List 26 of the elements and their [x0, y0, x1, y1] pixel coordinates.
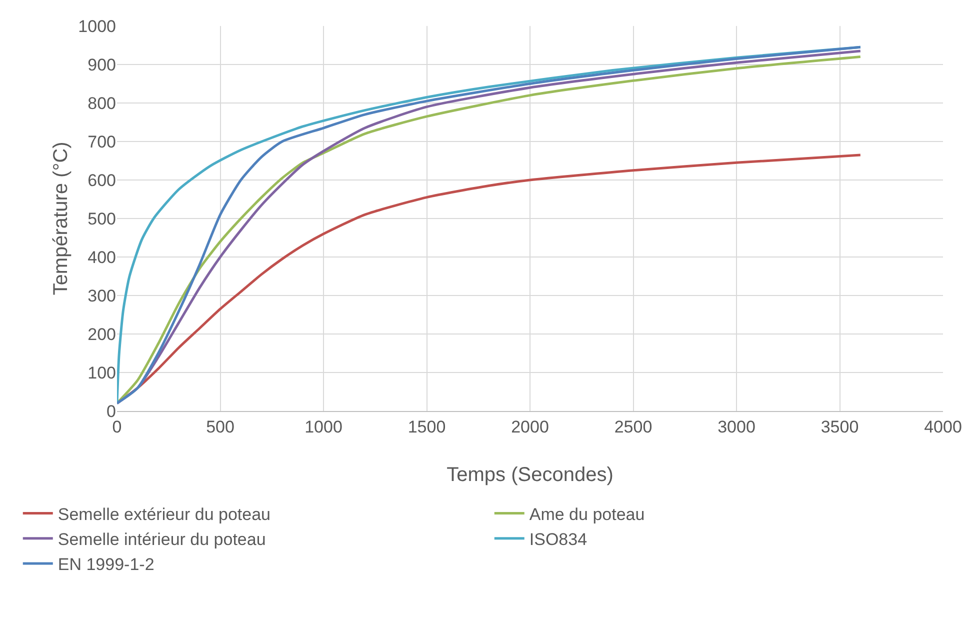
y-tick-label: 600	[88, 170, 116, 190]
y-tick-label: 900	[88, 55, 116, 74]
x-axis-title: Temps (Secondes)	[446, 464, 614, 486]
x-tick-label: 2000	[511, 417, 549, 436]
y-tick-label: 1000	[78, 16, 116, 36]
y-tick-label: 0	[106, 402, 116, 421]
x-tick-label: 2500	[614, 417, 652, 436]
legend-label: EN 1999-1-2	[58, 555, 154, 574]
x-tick-label: 4000	[924, 417, 962, 436]
x-tick-label: 3000	[718, 417, 756, 436]
legend-label: Semelle extérieur du poteau	[58, 504, 271, 524]
y-axis-title: Température (°C)	[50, 142, 72, 296]
legend-label: Ame du poteau	[529, 504, 645, 524]
legend-label: Semelle intérieur du poteau	[58, 530, 266, 549]
y-tick-label: 700	[88, 132, 116, 152]
legend-label: ISO834	[529, 530, 588, 549]
y-tick-label: 300	[88, 286, 116, 306]
x-tick-label: 1500	[408, 417, 446, 436]
x-tick-label: 500	[206, 417, 234, 436]
x-tick-label: 3500	[820, 417, 859, 436]
y-tick-label: 800	[88, 94, 116, 113]
x-tick-label: 1000	[304, 417, 342, 436]
y-tick-label: 400	[88, 248, 116, 267]
y-tick-label: 200	[88, 324, 116, 344]
y-tick-label: 500	[88, 209, 116, 228]
y-tick-label: 100	[88, 363, 116, 382]
